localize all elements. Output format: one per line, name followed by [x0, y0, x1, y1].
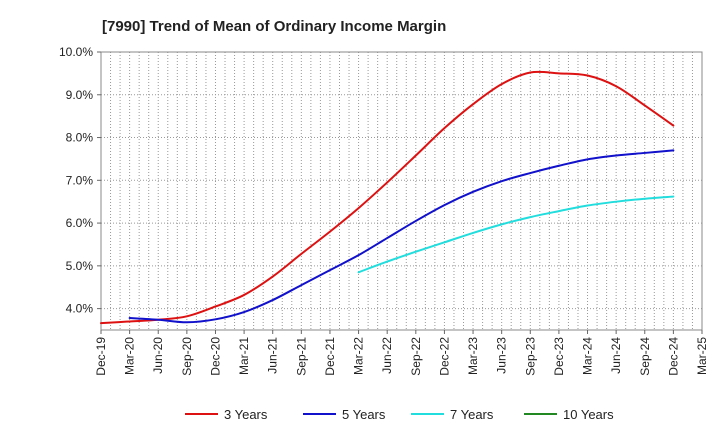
x-tick-label: Mar-21	[237, 337, 251, 375]
x-tick-label: Jun-24	[609, 337, 623, 374]
series-line-3-years	[100, 70, 675, 325]
x-tick-label: Mar-24	[581, 337, 595, 375]
x-tick-label: Dec-22	[437, 337, 451, 376]
y-tick-label: 7.0%	[66, 173, 94, 187]
x-tick-label: Dec-20	[208, 337, 222, 376]
grid-lines	[101, 51, 702, 330]
series-lines	[100, 70, 675, 325]
y-tick-label: 4.0%	[66, 302, 94, 316]
x-tick-label: Sep-23	[523, 337, 537, 376]
x-tick-label: Mar-23	[466, 337, 480, 375]
series-line-7-years	[357, 195, 675, 274]
x-tick-label: Mar-25	[695, 337, 709, 375]
y-tick-label: 9.0%	[66, 88, 94, 102]
x-tick-label: Dec-21	[323, 337, 337, 376]
x-tick-label: Jun-23	[495, 337, 509, 374]
x-tick-label: Jun-20	[151, 337, 165, 374]
x-tick-label: Sep-20	[180, 337, 194, 376]
y-axis: 4.0% 5.0% 6.0% 7.0% 8.0% 9.0% 10.0%	[59, 45, 101, 316]
legend-label-7-years: 7 Years	[450, 407, 494, 422]
y-tick-label: 6.0%	[66, 216, 94, 230]
x-tick-label: Dec-23	[552, 337, 566, 376]
legend-label-10-years: 10 Years	[563, 407, 614, 422]
y-tick-label: 8.0%	[66, 131, 94, 145]
x-tick-label: Sep-22	[409, 337, 423, 376]
x-tick-label: Mar-20	[123, 337, 137, 375]
y-tick-label: 10.0%	[59, 45, 93, 59]
chart-title: [7990] Trend of Mean of Ordinary Income …	[102, 18, 446, 35]
x-tick-label: Jun-21	[266, 337, 280, 374]
y-tick-label: 5.0%	[66, 259, 94, 273]
series-line-5-years	[128, 149, 675, 324]
x-tick-label: Dec-24	[666, 337, 680, 376]
plot-area	[100, 51, 703, 331]
x-tick-label: Mar-22	[352, 337, 366, 375]
legend-label-5-years: 5 Years	[342, 407, 386, 422]
x-tick-label: Dec-19	[94, 337, 108, 376]
x-tick-label: Sep-21	[294, 337, 308, 376]
legend-label-3-years: 3 Years	[224, 407, 268, 422]
x-axis: Dec-19 Mar-20 Jun-20 Sep-20 Dec-20 Mar-21 Jun-…	[94, 330, 709, 376]
x-tick-label: Jun-22	[380, 337, 394, 374]
legend: 3 Years 5 Years 7 Years 10 Years	[185, 407, 614, 422]
x-tick-label: Sep-24	[638, 337, 652, 376]
